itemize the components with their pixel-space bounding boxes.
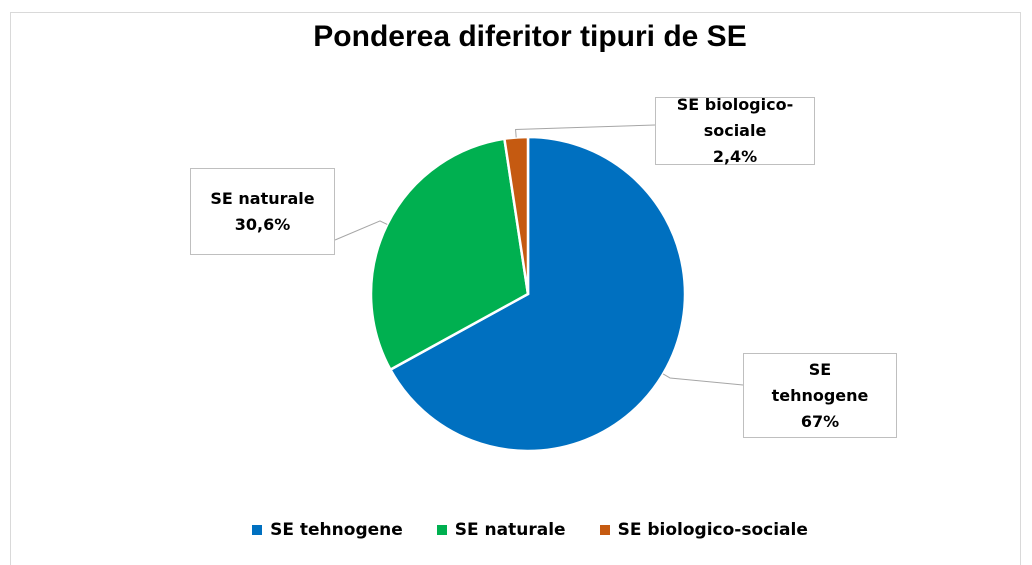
chart-frame (10, 12, 1021, 565)
leader-line (515, 124, 656, 138)
data-label-value: 30,6% (234, 214, 291, 234)
legend-label: SE naturale (454, 520, 566, 540)
data-label: SE naturale 30,6% (190, 168, 335, 255)
legend-label: SE biologico-sociale (617, 520, 808, 540)
legend-swatch (599, 525, 610, 535)
legend-item: SE naturale (436, 520, 566, 540)
legend: SE tehnogene SE naturale SE biologico-soci… (0, 520, 1032, 540)
chart-title: Ponderea diferitor tipuri de SE (313, 20, 747, 53)
data-label-category: SE naturale (210, 188, 315, 208)
pie-slice (369, 137, 530, 372)
leader-line (334, 220, 388, 241)
legend-item: SE tehnogene (252, 520, 403, 540)
pie-slice (502, 135, 530, 295)
data-label: SE biologico-sociale 2,4% (655, 95, 815, 166)
data-label: SE tehnogene 67% (743, 353, 897, 438)
legend-label: SE tehnogene (270, 520, 403, 540)
legend-swatch (252, 525, 263, 535)
data-label-category: SE tehnogene (771, 359, 869, 405)
legend-item: SE biologico-sociale (599, 520, 808, 540)
leader-line (662, 373, 744, 386)
data-label-value: 2,4% (712, 147, 758, 166)
legend-swatch (436, 525, 447, 535)
data-label-category: SE biologico-sociale (676, 95, 794, 140)
data-label-value: 67% (800, 411, 840, 431)
